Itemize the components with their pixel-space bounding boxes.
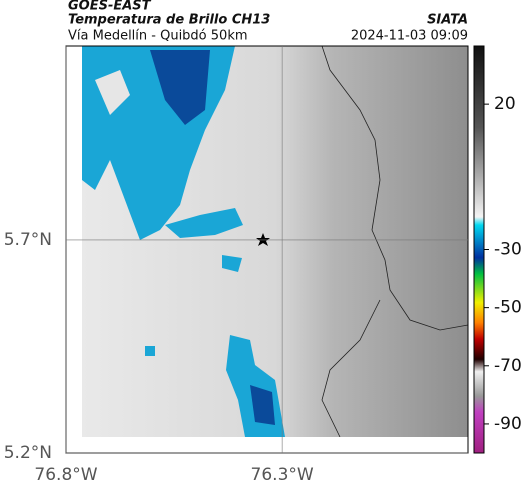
location-marker (256, 233, 270, 246)
colorbar-tick-label: -50 (494, 298, 522, 318)
agency: SIATA (427, 13, 468, 28)
product: Temperatura de Brillo CH13 (68, 13, 270, 28)
x-tick-label: 76.3°W (251, 465, 314, 485)
x-tick-label: 76.8°W (34, 465, 97, 485)
colorbar-tick-label: -90 (494, 414, 522, 434)
y-tick-label: 5.7°N (4, 230, 52, 250)
region: Vía Medellín - Quibdó 50km (68, 29, 248, 44)
timestamp: 2024-11-03 09:09 (351, 29, 468, 44)
colorbar-tick-label: 20 (494, 94, 516, 114)
y-tick-label: 5.2°N (4, 443, 52, 463)
satellite-image (82, 46, 468, 437)
source: GOES-EAST (68, 0, 152, 14)
colorbar-tick-label: -70 (494, 356, 522, 376)
colorbar (473, 45, 485, 454)
colorbar-tick-label: -30 (494, 240, 522, 260)
